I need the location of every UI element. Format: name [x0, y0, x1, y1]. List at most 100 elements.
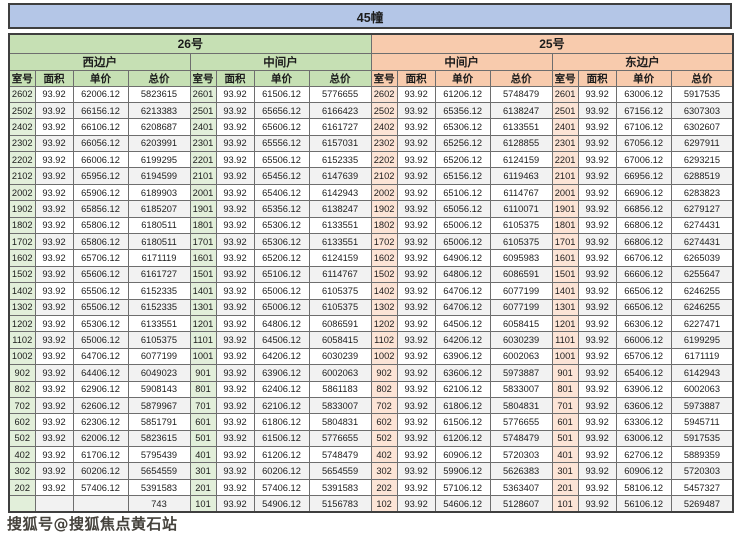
price-cell: 63606.12 — [615, 396, 672, 415]
price-cell: 62306.12 — [72, 413, 129, 431]
area-cell: 93.92 — [396, 380, 436, 398]
total-cell: 5908143 — [127, 380, 191, 398]
price-cell: 65606.12 — [72, 265, 129, 284]
table-row: 702 93.92 62606.12 5879967 701 93.92 62106.12 5… — [8, 396, 734, 415]
room-cell: 902 — [370, 364, 398, 382]
total-cell: 6142943 — [308, 183, 372, 202]
price-cell: 61506.12 — [434, 413, 491, 431]
price-cell: 65206.12 — [253, 249, 310, 267]
total-cell: 5391583 — [308, 478, 372, 497]
total-cell: 6171119 — [127, 249, 191, 267]
total-cell: 5973887 — [489, 364, 553, 382]
total-cell: 5391583 — [127, 478, 191, 497]
column-header: 总价 — [489, 69, 553, 87]
price-cell: 65806.12 — [72, 216, 129, 235]
room-cell: 1702 — [370, 233, 398, 251]
column-header: 室号 — [189, 69, 217, 87]
total-cell: 6002063 — [670, 380, 734, 398]
room-cell: 2402 — [370, 118, 398, 136]
price-cell: 65656.12 — [253, 101, 310, 120]
area-cell: 93.92 — [215, 462, 255, 480]
total-cell: 5748479 — [489, 429, 553, 448]
price-cell: 66906.12 — [615, 183, 672, 202]
room-cell: 801 — [189, 380, 217, 398]
total-cell: 5917535 — [670, 85, 734, 103]
area-cell: 93.92 — [396, 85, 436, 103]
room-cell: 1802 — [370, 216, 398, 235]
price-cell: 64706.12 — [434, 282, 491, 300]
table-row: 1602 93.92 65706.12 6171119 1601 93.92 65206.1… — [8, 249, 734, 267]
total-cell: 6302607 — [670, 118, 734, 136]
total-cell: 6110071 — [489, 200, 553, 218]
area-cell: 93.92 — [396, 396, 436, 415]
area-cell: 93.92 — [215, 478, 255, 497]
price-cell: 65506.12 — [72, 298, 129, 316]
area-cell: 93.92 — [396, 118, 436, 136]
total-cell: 6086591 — [489, 265, 553, 284]
area-cell: 93.92 — [34, 216, 74, 235]
area-cell: 93.92 — [396, 347, 436, 366]
area-cell: 93.92 — [34, 151, 74, 169]
column-header: 面积 — [577, 69, 617, 87]
room-cell: 1002 — [8, 347, 36, 366]
room-cell: 501 — [551, 429, 579, 448]
table-row: 2502 93.92 66156.12 6213383 2501 93.92 65656.1… — [8, 101, 734, 120]
room-cell: 1602 — [370, 249, 398, 267]
price-cell: 65506.12 — [72, 282, 129, 300]
area-cell: 93.92 — [34, 282, 74, 300]
room-cell: 1101 — [189, 331, 217, 349]
price-cell: 62406.12 — [253, 380, 310, 398]
total-cell: 6114767 — [308, 265, 372, 284]
total-cell: 6077199 — [127, 347, 191, 366]
total-cell: 6213383 — [127, 101, 191, 120]
total-cell: 5720303 — [489, 446, 553, 464]
total-cell: 6152335 — [127, 298, 191, 316]
total-cell: 5917535 — [670, 429, 734, 448]
unit-header: 中间户 — [370, 52, 553, 71]
total-cell: 6077199 — [489, 282, 553, 300]
table-row: 2302 93.92 66056.12 6203991 2301 93.92 65556.1… — [8, 134, 734, 153]
total-cell: 6180511 — [127, 233, 191, 251]
area-cell: 93.92 — [396, 151, 436, 169]
room-cell: 2502 — [370, 101, 398, 120]
price-cell: 65406.12 — [615, 364, 672, 382]
table-row: 1002 93.92 64706.12 6077199 1001 93.92 64206.1… — [8, 347, 734, 366]
area-cell: 93.92 — [577, 331, 617, 349]
table-header: 26号 25号 西边户 中间户 中间户 东边户 室号 面积 单价 总价 室号 面积 单价 总价 室号 面积 单价… — [8, 33, 734, 87]
room-cell: 1901 — [551, 200, 579, 218]
room-cell: 701 — [189, 396, 217, 415]
price-cell: 63606.12 — [434, 364, 491, 382]
room-cell: 1202 — [8, 314, 36, 333]
total-cell: 6086591 — [308, 314, 372, 333]
room-cell: 1001 — [189, 347, 217, 366]
total-cell: 6161727 — [308, 118, 372, 136]
area-cell: 93.92 — [396, 200, 436, 218]
room-cell: 1302 — [8, 298, 36, 316]
room-cell: 2501 — [551, 101, 579, 120]
total-cell: 5804831 — [489, 396, 553, 415]
room-cell: 2401 — [551, 118, 579, 136]
room-cell: 301 — [189, 462, 217, 480]
total-cell: 6030239 — [308, 347, 372, 366]
room-cell: 2201 — [189, 151, 217, 169]
area-cell: 93.92 — [215, 396, 255, 415]
room-cell: 1902 — [370, 200, 398, 218]
room-cell: 1702 — [8, 233, 36, 251]
column-header: 室号 — [370, 69, 398, 87]
total-cell: 6152335 — [127, 282, 191, 300]
area-cell: 93.92 — [215, 347, 255, 366]
total-cell: 6030239 — [489, 331, 553, 349]
price-cell: 63906.12 — [615, 380, 672, 398]
area-cell: 93.92 — [34, 134, 74, 153]
total-cell: 6171119 — [670, 347, 734, 366]
area-cell: 93.92 — [34, 364, 74, 382]
total-cell: 5776655 — [489, 413, 553, 431]
price-cell: 65906.12 — [72, 183, 129, 202]
room-cell: 2602 — [370, 85, 398, 103]
price-cell: 65306.12 — [72, 314, 129, 333]
room-cell: 101 — [189, 495, 217, 513]
total-cell: 5851791 — [127, 413, 191, 431]
room-cell: 2102 — [8, 167, 36, 185]
room-cell: 302 — [370, 462, 398, 480]
room-cell: 602 — [8, 413, 36, 431]
